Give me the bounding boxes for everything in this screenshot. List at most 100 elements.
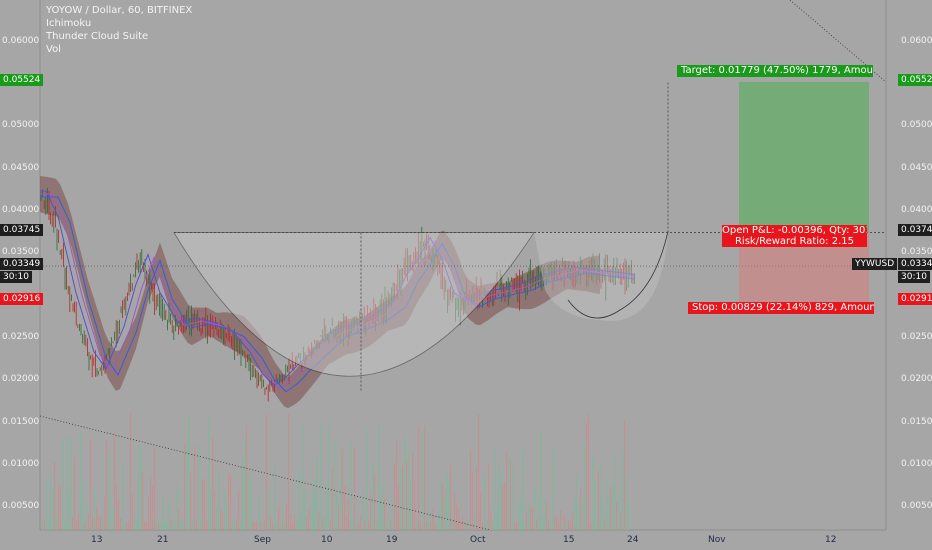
volume-bar xyxy=(574,497,576,530)
volume-bar xyxy=(66,435,68,530)
volume-bar xyxy=(342,448,344,530)
volume-bar xyxy=(582,495,584,530)
volume-bar xyxy=(182,521,184,530)
volume-bar xyxy=(400,467,402,530)
entry-level-tag-right: 0.03745 xyxy=(898,224,932,236)
price-tick-right: 0.01000 xyxy=(901,458,932,469)
time-tick: 19 xyxy=(386,535,398,545)
volume-bar xyxy=(380,499,382,530)
volume-bar xyxy=(134,511,136,530)
volume-bar xyxy=(602,500,604,530)
volume-bar xyxy=(324,517,326,530)
volume-bar xyxy=(268,488,270,530)
indicator-ichimoku[interactable]: Ichimoku xyxy=(46,18,92,29)
volume-bar xyxy=(60,486,62,530)
volume-bar xyxy=(522,450,524,530)
volume-bar xyxy=(196,520,198,530)
price-tick-left: 0.00500 xyxy=(2,501,40,512)
volume-bar xyxy=(604,518,606,530)
volume-bar xyxy=(406,460,408,530)
pnl-label[interactable]: Open P&L: -0.00396, Qty: 30156 Risk/Rewa… xyxy=(722,225,867,247)
volume-bar xyxy=(440,479,442,530)
volume-bar xyxy=(420,521,422,530)
volume-bar xyxy=(382,483,384,530)
volume-bar xyxy=(474,514,476,530)
volume-bar xyxy=(48,518,50,530)
volume-bar xyxy=(90,439,92,530)
volume-bar xyxy=(378,426,380,530)
volume-bar xyxy=(308,508,310,530)
volume-bar xyxy=(476,466,478,530)
volume-bar xyxy=(116,482,118,530)
volume-bar xyxy=(610,487,612,530)
volume-bar xyxy=(332,465,334,530)
indicator-volume[interactable]: Vol xyxy=(46,44,61,55)
volume-bar xyxy=(58,484,60,530)
volume-bar xyxy=(228,474,230,530)
volume-bar xyxy=(56,516,58,530)
volume-bar xyxy=(178,508,180,530)
volume-bar xyxy=(294,514,296,530)
price-tick-right: 0.04000 xyxy=(901,204,932,215)
volume-bar xyxy=(94,489,96,530)
volume-bar xyxy=(424,425,426,530)
volume-bar xyxy=(82,479,84,530)
volume-bar xyxy=(524,521,526,530)
volume-bar xyxy=(464,521,466,530)
volume-bar xyxy=(310,501,312,530)
handle-curve xyxy=(567,230,669,319)
volume-bar xyxy=(512,466,514,530)
indicator-thunder-cloud[interactable]: Thunder Cloud Suite xyxy=(46,31,149,42)
volume-bar xyxy=(64,521,66,530)
time-tick: 21 xyxy=(157,535,169,545)
target-zone xyxy=(739,81,869,233)
volume-bar xyxy=(472,472,474,530)
volume-bar xyxy=(548,520,550,530)
volume-bar xyxy=(556,515,558,530)
volume-bar xyxy=(354,447,356,530)
volume-bar xyxy=(206,521,208,530)
volume-bar xyxy=(506,451,508,530)
price-tick-left: 0.01000 xyxy=(2,458,40,469)
volume-bar xyxy=(346,515,348,530)
volume-bar xyxy=(362,485,364,530)
volume-bar xyxy=(106,440,108,530)
time-tick: 15 xyxy=(563,535,575,545)
volume-bar xyxy=(216,508,218,530)
target-label[interactable]: Target: 0.01779 (47.50%) 1779, Amount: xyxy=(677,65,873,77)
volume-bar xyxy=(624,419,626,530)
risk-reward-text: Risk/Reward Ratio: 2.15 xyxy=(734,236,854,247)
volume-bar xyxy=(234,521,236,530)
volume-bar xyxy=(508,455,510,530)
volume-bar xyxy=(590,521,592,530)
volume-bar xyxy=(44,519,46,530)
volume-bar xyxy=(102,517,104,530)
volume-bar xyxy=(526,511,528,530)
volume-bar xyxy=(112,507,114,530)
volume-bar xyxy=(358,522,360,530)
volume-bar xyxy=(244,439,246,530)
volume-bar xyxy=(558,521,560,530)
volume-bar xyxy=(264,520,266,530)
volume-bar xyxy=(76,521,78,530)
volume-bar xyxy=(72,516,74,530)
volume-bar xyxy=(194,446,196,530)
volume-bar xyxy=(288,414,290,530)
volume-bar xyxy=(516,521,518,530)
symbol-tag: YYWUSD xyxy=(852,258,898,270)
volume-bar xyxy=(422,430,424,530)
volume-bar xyxy=(186,446,188,530)
volume-bar xyxy=(438,510,440,530)
time-tick: 13 xyxy=(91,535,103,545)
volume-bar xyxy=(316,455,318,530)
volume-bar xyxy=(586,422,588,530)
volume-bar xyxy=(334,437,336,530)
volume-bar xyxy=(136,521,138,530)
volume-bar xyxy=(204,480,206,530)
volume-bar xyxy=(398,485,400,530)
volume-bar xyxy=(192,520,194,530)
stop-label[interactable]: Stop: 0.00829 (22.14%) 829, Amount: 2 xyxy=(688,302,874,314)
volume-bar xyxy=(304,490,306,530)
volume-bar xyxy=(496,508,498,530)
